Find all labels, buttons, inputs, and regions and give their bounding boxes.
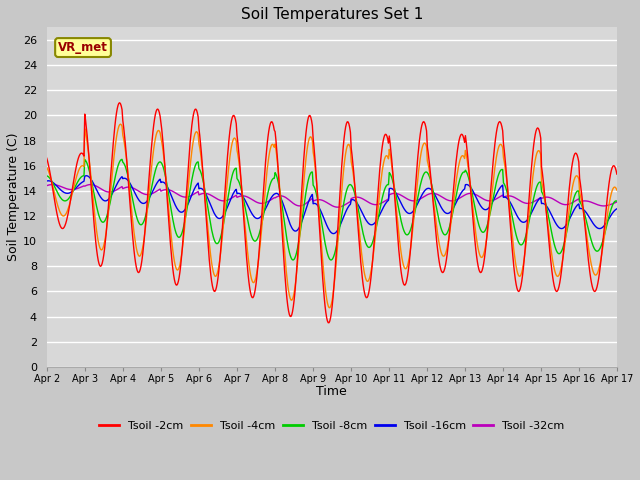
- Title: Soil Temperatures Set 1: Soil Temperatures Set 1: [241, 7, 423, 22]
- Legend: Tsoil -2cm, Tsoil -4cm, Tsoil -8cm, Tsoil -16cm, Tsoil -32cm: Tsoil -2cm, Tsoil -4cm, Tsoil -8cm, Tsoi…: [95, 417, 569, 435]
- Text: VR_met: VR_met: [58, 41, 108, 54]
- Y-axis label: Soil Temperature (C): Soil Temperature (C): [7, 133, 20, 262]
- X-axis label: Time: Time: [316, 385, 347, 398]
